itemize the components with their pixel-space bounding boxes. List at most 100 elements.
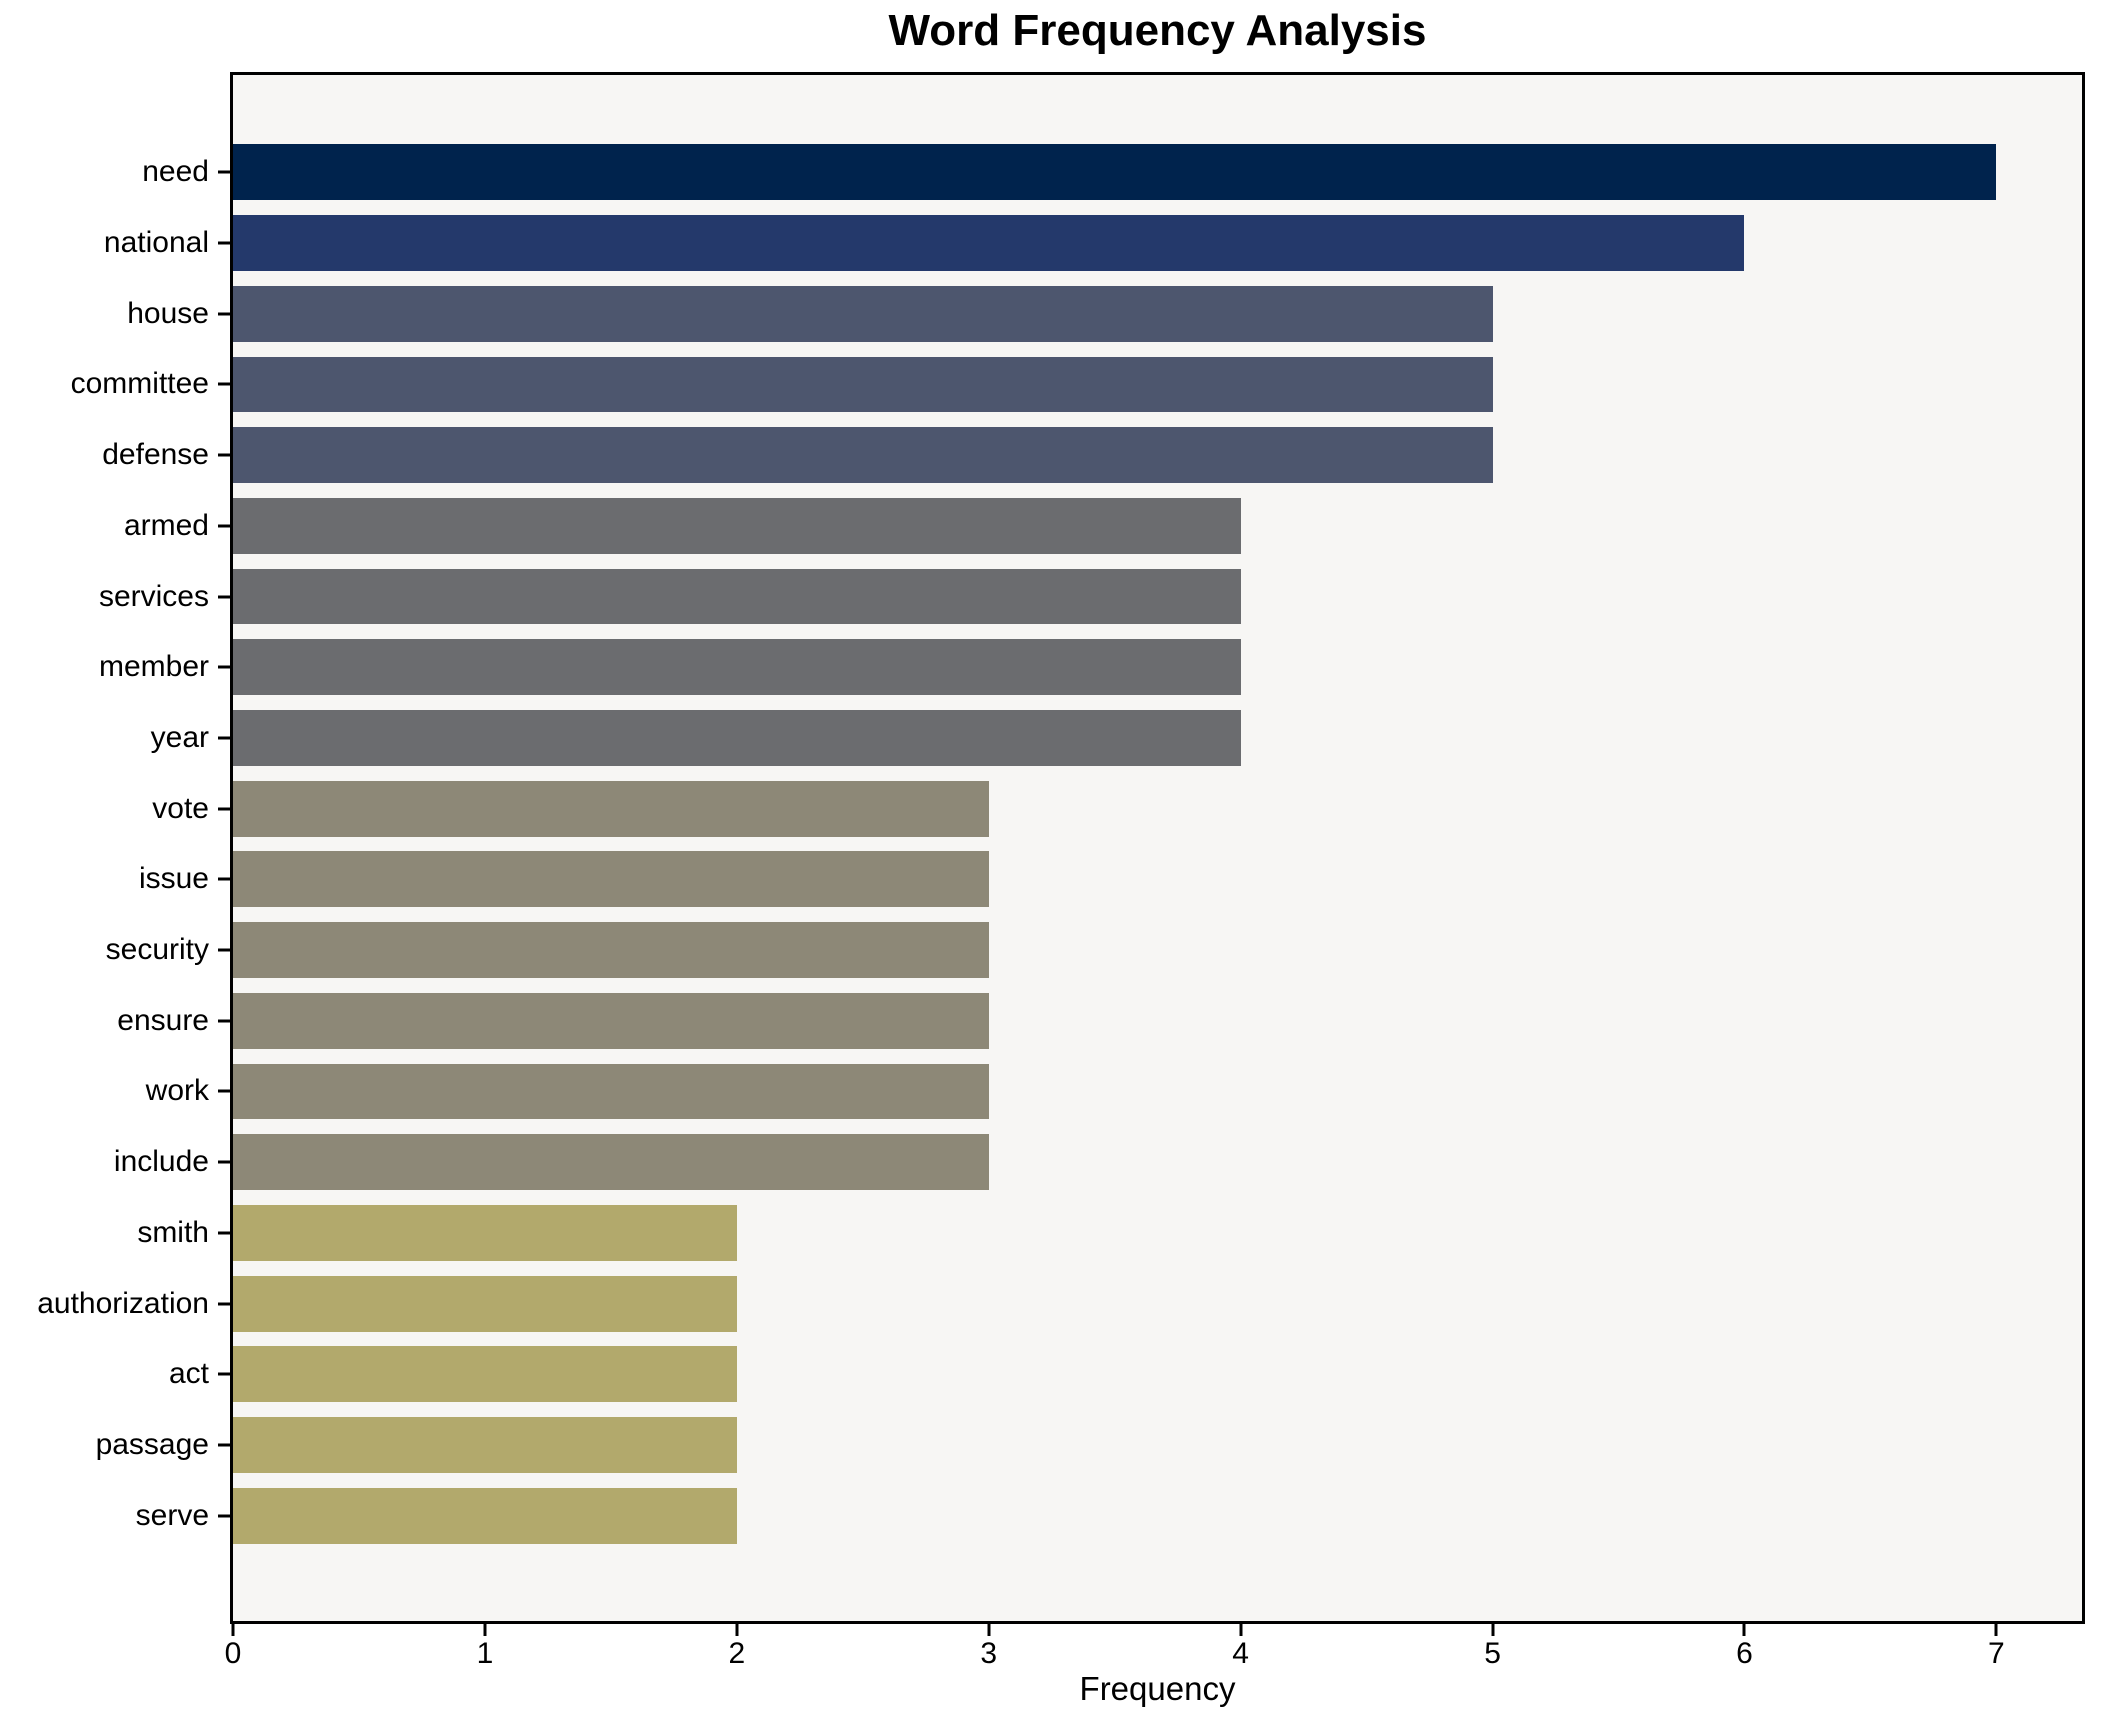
y-axis-label: vote <box>152 791 209 825</box>
y-axis-tick <box>218 595 230 599</box>
frequency-bar <box>233 356 1493 413</box>
x-tick-label: 3 <box>980 1637 998 1670</box>
bar-row: need <box>142 137 2082 208</box>
frequency-bar <box>233 1134 989 1191</box>
x-axis-tick <box>1239 1624 1243 1636</box>
y-axis-tick <box>218 524 230 528</box>
x-axis-tick <box>1742 1624 1746 1636</box>
frequency-bar <box>233 851 989 908</box>
x-tick-label: 2 <box>728 1637 746 1670</box>
frequency-bar <box>233 497 1241 554</box>
bar-row: act <box>169 1339 2082 1410</box>
x-tick-label: 5 <box>1484 1637 1501 1670</box>
frequency-bar <box>233 1204 737 1261</box>
chart-title: Word Frequency Analysis <box>888 6 1427 55</box>
x-axis-tick <box>1994 1624 1998 1636</box>
frequency-bar <box>233 710 1241 766</box>
y-axis-tick <box>218 877 230 881</box>
y-axis-tick <box>218 948 230 952</box>
y-axis-label: serve <box>135 1498 209 1532</box>
frequency-bar <box>233 1063 989 1120</box>
y-axis-label: passage <box>95 1428 209 1461</box>
y-axis-label: member <box>98 650 209 684</box>
frequency-bar <box>233 992 989 1049</box>
bar-row: services <box>99 561 2082 632</box>
bar-row: national <box>104 208 2082 279</box>
y-axis-label: committee <box>70 367 209 401</box>
frequency-bar <box>233 568 1241 625</box>
bar-row: issue <box>139 844 2082 915</box>
x-axis-tick <box>1491 1624 1495 1636</box>
x-tick-label: 7 <box>1988 1637 2005 1670</box>
frequency-bar <box>233 639 1241 696</box>
bar-row: ensure <box>117 985 2082 1056</box>
y-axis-label: services <box>98 579 209 613</box>
y-axis-label: armed <box>123 508 209 542</box>
bar-row: security <box>106 915 2082 986</box>
y-axis-tick <box>218 1231 230 1235</box>
frequency-bar <box>233 922 989 978</box>
y-axis-label: work <box>145 1074 209 1108</box>
frequency-bar <box>233 144 1997 201</box>
bars-container: need national house committee defense armed se… <box>37 137 2082 1551</box>
y-axis-tick <box>218 1089 230 1093</box>
y-axis-label: smith <box>137 1215 209 1249</box>
frequency-bar <box>233 427 1493 484</box>
y-axis-tick <box>218 665 230 669</box>
y-axis-tick <box>218 170 230 174</box>
bar-row: smith <box>137 1198 2082 1269</box>
frequency-bar <box>233 1346 737 1403</box>
y-axis-tick <box>218 241 230 245</box>
frequency-bar <box>233 1417 737 1473</box>
bar-row: authorization <box>37 1268 2082 1339</box>
bar-row: house <box>127 278 2082 349</box>
y-axis-tick <box>218 736 230 740</box>
y-axis-label: include <box>113 1145 209 1179</box>
y-axis-label: security <box>105 933 209 967</box>
bar-row: armed <box>124 491 2082 562</box>
bar-row: vote <box>152 773 2082 844</box>
y-axis-tick <box>218 1514 230 1518</box>
y-axis-label: act <box>168 1357 209 1391</box>
bar-row: serve <box>136 1480 2082 1551</box>
y-axis-tick <box>218 382 230 386</box>
frequency-bar <box>233 285 1493 342</box>
plot-area: need national house committee defense armed se… <box>37 72 2085 1669</box>
y-axis-label: ensure <box>117 1003 209 1037</box>
bar-row: defense <box>102 420 2082 491</box>
y-axis-label: authorization <box>37 1286 209 1320</box>
y-axis-tick <box>218 312 230 316</box>
y-axis-tick <box>218 1019 230 1023</box>
bar-row: year <box>151 703 2082 774</box>
x-axis-tick <box>735 1624 739 1636</box>
x-axis-tick <box>483 1624 487 1636</box>
y-axis-label: year <box>150 720 209 754</box>
x-axis-tick <box>987 1624 991 1636</box>
x-axis-tick <box>231 1624 235 1636</box>
frequency-bar <box>233 1275 737 1332</box>
y-axis-tick <box>218 453 230 457</box>
frequency-bar <box>233 780 989 837</box>
y-axis-tick <box>218 1160 230 1164</box>
frequency-bar <box>233 215 1745 271</box>
y-axis-tick <box>218 1372 230 1376</box>
bar-row: committee <box>71 349 2082 420</box>
y-axis-tick <box>218 807 230 811</box>
x-axis-label: Frequency <box>1079 1670 1236 1707</box>
y-axis-label: national <box>103 226 209 260</box>
y-axis-label: need <box>142 155 209 189</box>
y-axis-label: house <box>127 296 209 330</box>
x-tick-label: 1 <box>476 1637 494 1670</box>
bar-row: include <box>114 1127 2082 1198</box>
bar-row: member <box>99 632 2082 703</box>
y-axis-label: issue <box>138 862 209 896</box>
bar-row: work <box>146 1056 2082 1127</box>
y-axis-tick <box>218 1302 230 1306</box>
bar-row: passage <box>96 1410 2082 1481</box>
y-axis-label: defense <box>102 438 209 472</box>
x-tick-label: 6 <box>1736 1637 1753 1670</box>
y-axis-tick <box>218 1443 230 1447</box>
frequency-bar <box>233 1487 737 1544</box>
x-tick-label: 4 <box>1232 1637 1249 1670</box>
